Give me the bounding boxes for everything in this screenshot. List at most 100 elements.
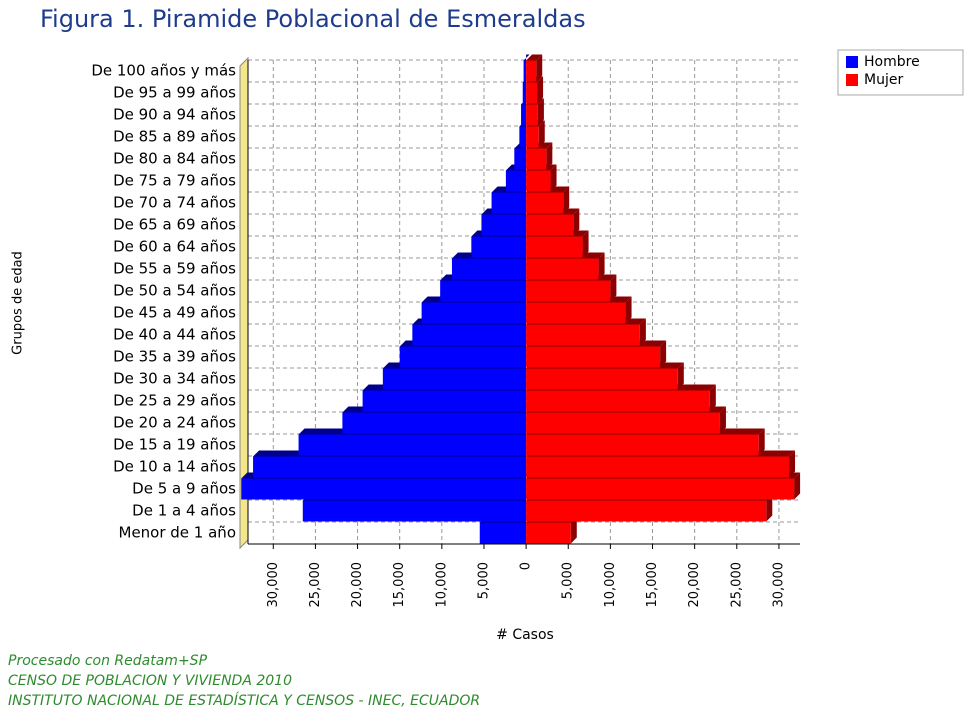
bar: [526, 148, 547, 170]
x-tick-label: 15,000: [392, 562, 407, 608]
y-tick-label: De 40 a 44 años: [113, 326, 236, 344]
bar: [526, 126, 539, 148]
bar-depth: [639, 318, 646, 346]
bar: [253, 456, 527, 478]
x-tick-label: 30,000: [771, 562, 786, 608]
bar-depth: [546, 142, 553, 170]
bar: [471, 236, 527, 258]
bar: [526, 236, 583, 258]
legend-swatch: [846, 74, 858, 86]
y-tick-label: De 15 a 19 años: [113, 436, 236, 454]
y-tick-label: De 45 a 49 años: [113, 304, 236, 322]
bar: [526, 104, 538, 126]
bar-depth: [570, 516, 577, 544]
y-tick-label: De 80 a 84 años: [113, 150, 236, 168]
y-tick-label: De 50 a 54 años: [113, 282, 236, 300]
bar-depth: [625, 296, 632, 324]
y-tick-label: De 20 a 24 años: [113, 414, 236, 432]
bar: [440, 280, 527, 302]
bar-depth: [582, 230, 589, 258]
legend-label: Mujer: [864, 72, 903, 88]
bar: [241, 478, 527, 500]
y-tick-label: De 25 a 29 años: [113, 392, 236, 410]
bar: [421, 302, 527, 324]
x-tick-label: 5,000: [561, 562, 576, 599]
bar-depth: [677, 362, 684, 390]
bar: [412, 324, 527, 346]
legend-label: Hombre: [864, 54, 920, 70]
bar: [526, 346, 661, 368]
bar-depth: [537, 76, 544, 104]
x-tick-label: 25,000: [729, 562, 744, 608]
bar: [526, 368, 678, 390]
bar: [519, 126, 527, 148]
bar: [382, 368, 527, 390]
bar: [526, 324, 640, 346]
bar: [481, 214, 527, 236]
bar: [505, 170, 527, 192]
x-tick-label: 15,000: [645, 562, 660, 608]
footer-note: CENSO DE POBLACION Y VIVIENDA 2010: [8, 673, 292, 689]
bar: [526, 170, 551, 192]
bar: [526, 192, 564, 214]
bar-depth: [573, 208, 580, 236]
bar: [526, 82, 538, 104]
bar: [526, 390, 710, 412]
y-tick-label: De 90 a 94 años: [113, 106, 236, 124]
bar: [362, 390, 527, 412]
bar-depth: [536, 54, 543, 82]
x-axis-label: # Casos: [496, 627, 554, 643]
bar: [526, 60, 537, 82]
bar-depth: [794, 472, 801, 500]
bar-depth: [563, 186, 570, 214]
bar-depth: [598, 252, 605, 280]
x-tick-label: 10,000: [603, 562, 618, 608]
bar: [399, 346, 527, 368]
chart-title: Figura 1. Piramide Poblacional de Esmera…: [40, 5, 586, 33]
y-tick-label: De 70 a 74 años: [113, 194, 236, 212]
y-tick-label: De 60 a 64 años: [113, 238, 236, 256]
y-tick-label: De 35 a 39 años: [113, 348, 236, 366]
bar: [526, 522, 571, 544]
y-axis-label: Grupos de edad: [11, 251, 26, 355]
legend-swatch: [846, 56, 858, 68]
x-tick-label: 20,000: [350, 562, 365, 608]
bar-depth: [719, 406, 726, 434]
bar: [302, 500, 527, 522]
y-tick-label: Menor de 1 año: [119, 524, 237, 542]
x-tick-label: 0: [519, 562, 534, 570]
bar: [526, 478, 795, 500]
bar: [342, 412, 527, 434]
bar-depth: [550, 164, 557, 192]
x-tick-label: 25,000: [308, 562, 323, 608]
y-tick-label: De 30 a 34 años: [113, 370, 236, 388]
x-tick-label: 5,000: [476, 562, 491, 599]
bar-depth: [709, 384, 716, 412]
bar-depth: [610, 274, 617, 302]
footer-note: INSTITUTO NACIONAL DE ESTADÍSTICA Y CENS…: [8, 692, 480, 709]
bar-depth: [766, 494, 773, 522]
y-tick-label: De 85 a 89 años: [113, 128, 236, 146]
x-tick-label: 30,000: [266, 562, 281, 608]
y-tick-label: De 95 a 99 años: [113, 84, 236, 102]
bar: [526, 280, 611, 302]
bar-depth: [758, 428, 765, 456]
bar: [521, 104, 527, 126]
bar: [526, 302, 626, 324]
bar: [479, 522, 527, 544]
y-tick-label: De 65 a 69 años: [113, 216, 236, 234]
y-tick-label: De 5 a 9 años: [132, 480, 236, 498]
legend-box: [837, 49, 964, 96]
y-tick-label: De 100 años y más: [91, 62, 236, 80]
bar: [526, 412, 720, 434]
bar-top: [526, 54, 543, 61]
bar: [526, 258, 599, 280]
bar-top: [523, 54, 530, 61]
bar: [451, 258, 527, 280]
bar: [523, 60, 527, 82]
bar: [514, 148, 527, 170]
y-tick-label: De 10 a 14 años: [113, 458, 236, 476]
bar-depth: [789, 450, 796, 478]
bar: [522, 82, 527, 104]
bar: [526, 434, 759, 456]
